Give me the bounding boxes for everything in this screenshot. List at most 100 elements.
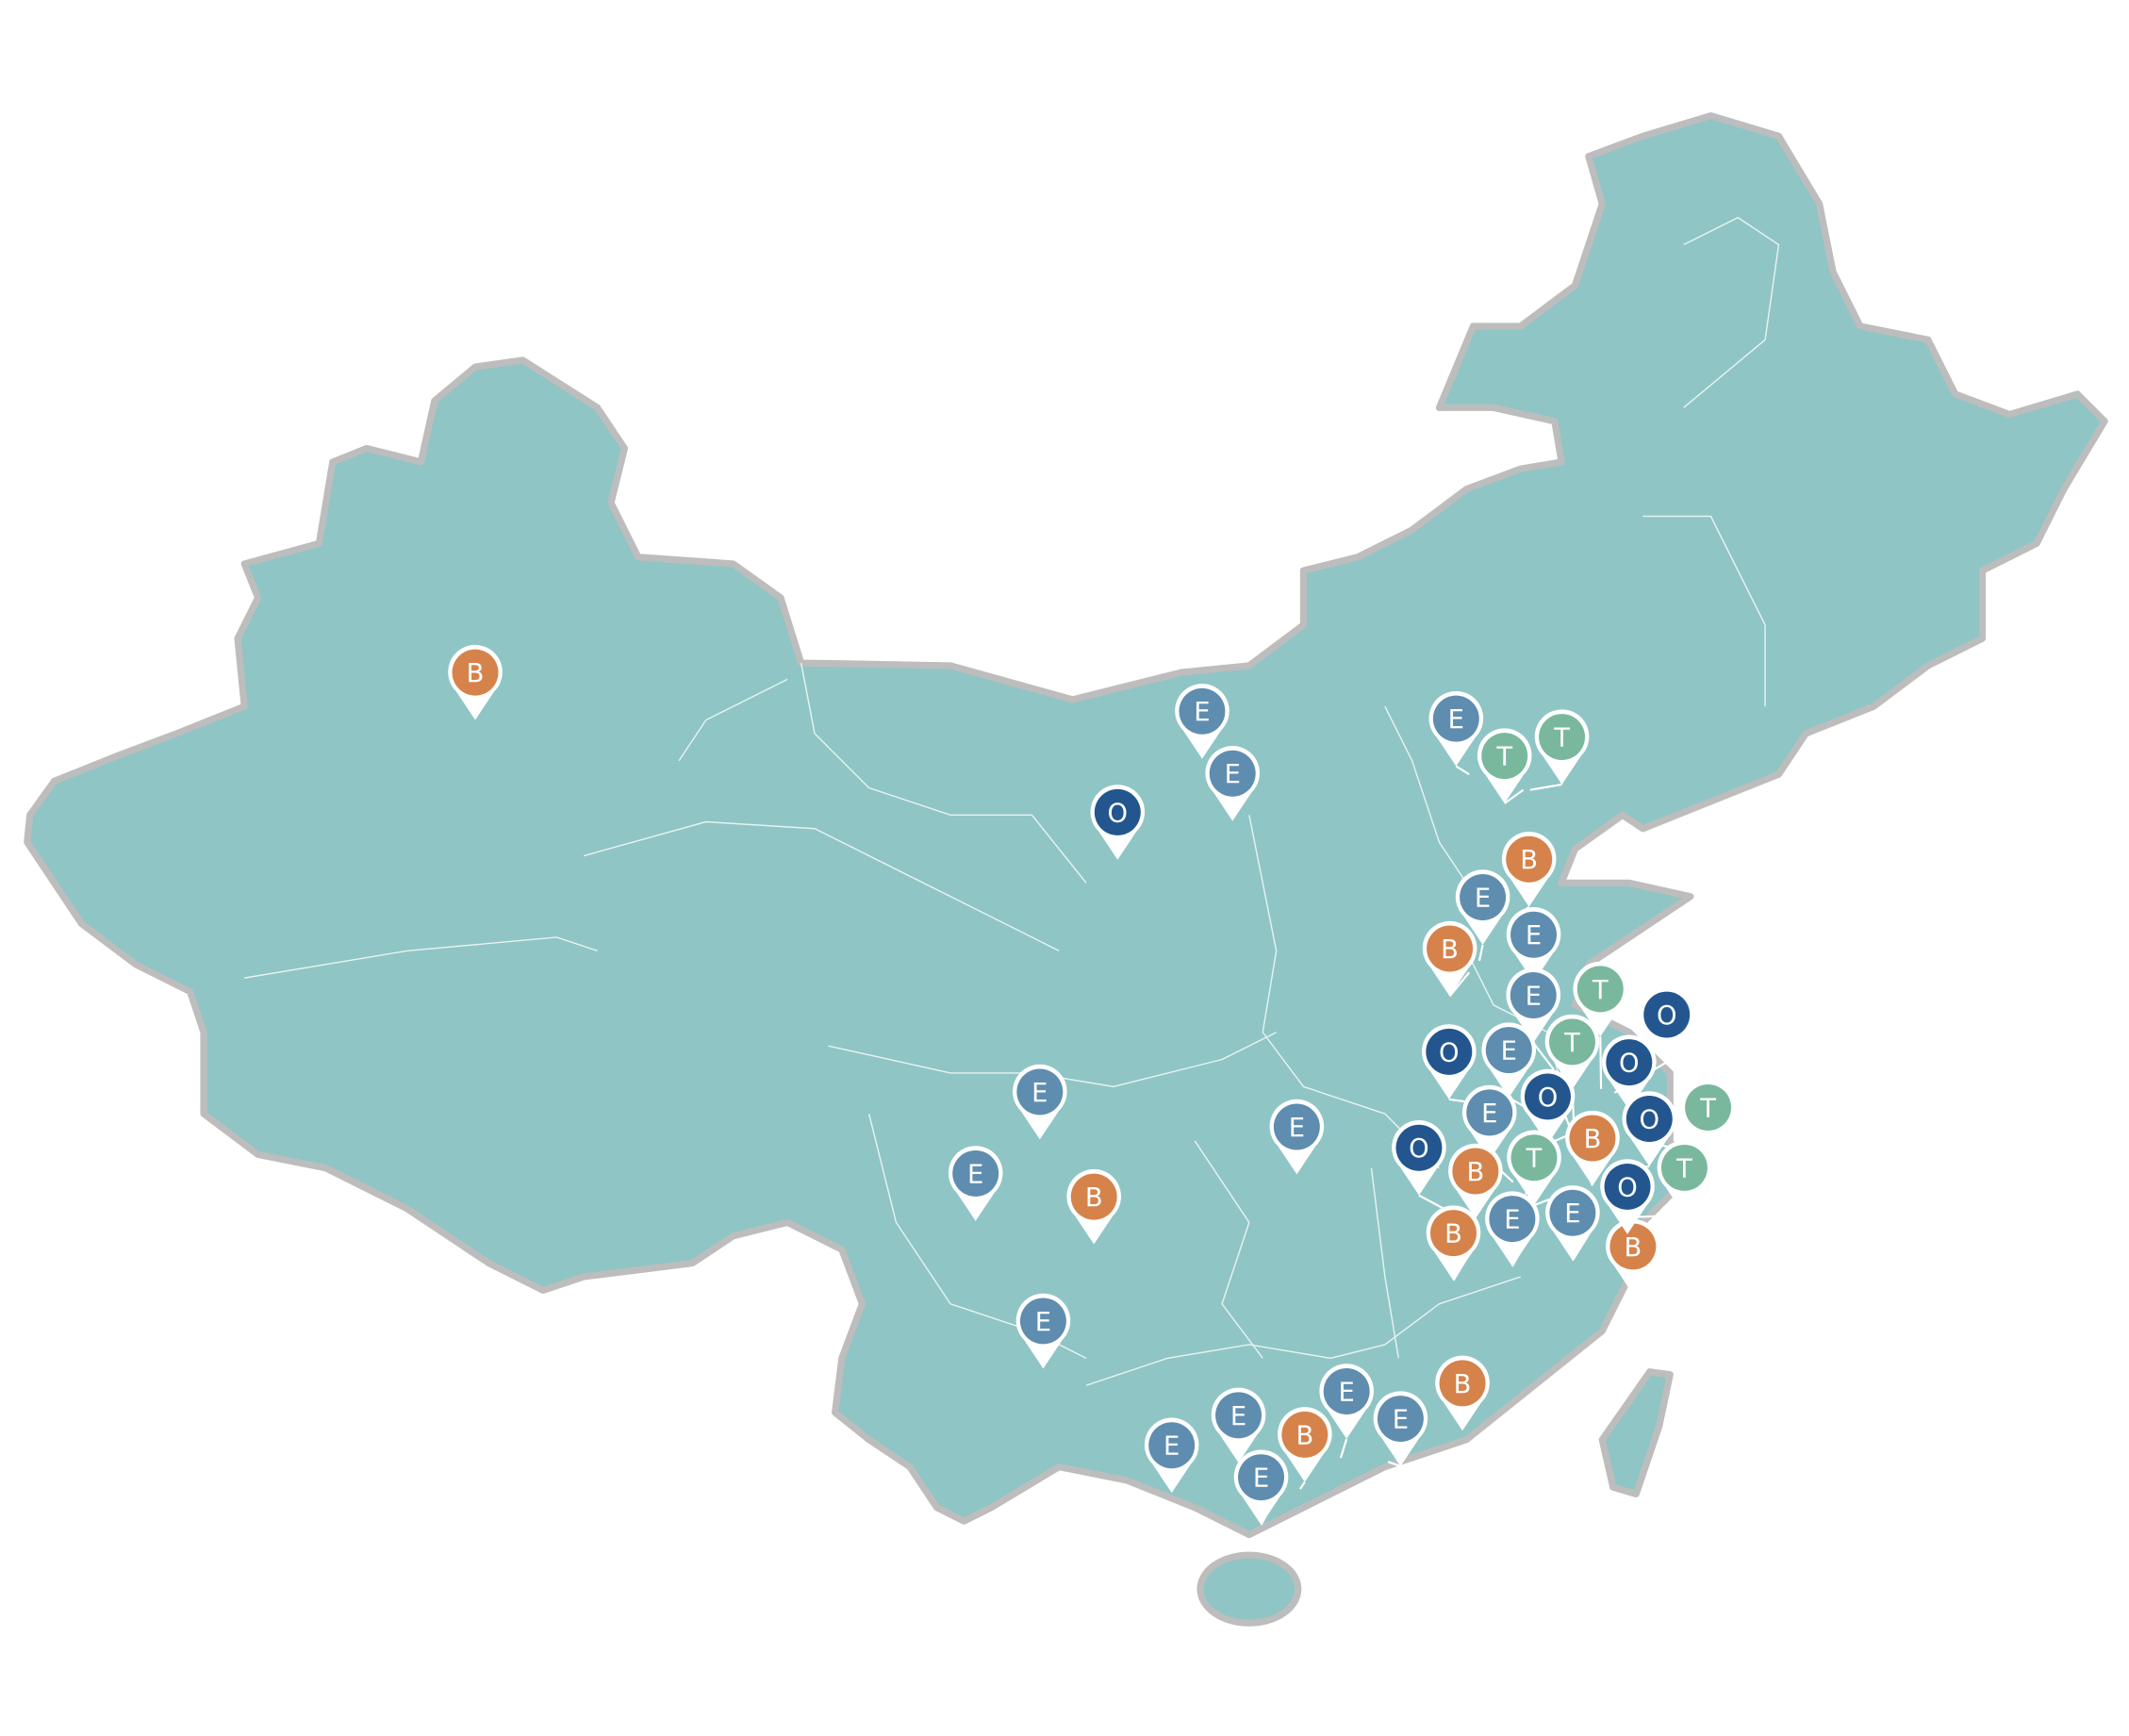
marker-label: B [467, 659, 485, 688]
marker-label: E [1526, 982, 1542, 1011]
map-marker-o[interactable]: O [1392, 1120, 1446, 1196]
map-marker-e[interactable]: E [1144, 1417, 1199, 1494]
map-marker-e[interactable]: E [1319, 1364, 1374, 1439]
map-marker-e[interactable]: E [1373, 1391, 1428, 1466]
marker-label: O [1619, 1050, 1640, 1079]
map-marker-e[interactable]: E [1485, 1191, 1540, 1267]
marker-badge [1209, 750, 1256, 797]
marker-label: E [1339, 1378, 1355, 1407]
land-layer [24, 112, 2108, 1627]
marker-badge [1323, 1368, 1370, 1414]
marker-badge [1569, 1115, 1616, 1162]
map-marker-o[interactable]: O [1600, 1159, 1655, 1234]
map-marker-o[interactable]: O [1639, 986, 1694, 1063]
marker-label: T [1563, 1029, 1580, 1058]
map-marker-e[interactable]: E [1461, 1084, 1517, 1161]
map-marker-t[interactable]: T [1507, 1130, 1561, 1206]
map-marker-e[interactable]: E [1455, 869, 1510, 945]
marker-label: E [1448, 705, 1464, 735]
map-marker-e[interactable]: E [1269, 1099, 1325, 1175]
marker-label: E [967, 1160, 983, 1189]
map-marker-o[interactable]: O [1601, 1034, 1657, 1111]
map-marker-b[interactable]: B [1565, 1110, 1620, 1186]
map-marker-e[interactable]: E [948, 1146, 1003, 1221]
map-marker-e[interactable]: E [1506, 967, 1561, 1043]
marker-badge [1019, 1298, 1066, 1345]
marker-label: B [1296, 1421, 1313, 1450]
marker-label: T [1526, 1145, 1543, 1174]
map-marker-t[interactable]: T [1534, 709, 1590, 785]
map-marker-t[interactable]: T [1477, 728, 1532, 804]
map-marker-t[interactable]: T [1544, 1014, 1600, 1090]
taiwan-region[interactable] [1598, 1368, 1674, 1497]
map-marker-e[interactable]: E [1481, 1022, 1537, 1098]
marker-label: E [1035, 1308, 1051, 1337]
marker-badge [1377, 1396, 1424, 1443]
marker-badge [1452, 1148, 1499, 1195]
map-marker-b[interactable]: B [1435, 1355, 1490, 1431]
marker-badge [1148, 1422, 1196, 1469]
marker-badge [1489, 1196, 1536, 1243]
marker-label: E [1393, 1405, 1409, 1434]
marker-label: O [1409, 1134, 1429, 1164]
map-marker-e[interactable]: E [1013, 1064, 1067, 1140]
map-marker-b[interactable]: B [1066, 1168, 1122, 1245]
marker-label: E [1564, 1199, 1580, 1229]
marker-label: O [1439, 1038, 1460, 1067]
marker-leader-line [1339, 1438, 1348, 1459]
marker-badge [1466, 1089, 1513, 1136]
map-marker-o[interactable]: O [1090, 785, 1146, 860]
mainland-region[interactable] [24, 112, 2108, 1539]
map-marker-b[interactable]: B [1426, 1205, 1481, 1281]
marker-badge [1524, 1073, 1571, 1120]
marker-leader-line [1455, 765, 1470, 776]
marker-label: E [1225, 760, 1241, 789]
marker-badge [1506, 835, 1553, 883]
marker-badge [1549, 1189, 1596, 1236]
marker-badge [1510, 1134, 1558, 1182]
marker-label: O [1639, 1105, 1659, 1134]
map-marker-e[interactable]: E [1175, 684, 1230, 759]
map-marker-e[interactable]: E [1015, 1293, 1071, 1369]
hainan-region[interactable] [1197, 1551, 1302, 1627]
marker-leader-line [1504, 788, 1525, 804]
map-marker-b[interactable]: B [1422, 920, 1477, 997]
map-marker-e[interactable]: E [1211, 1387, 1266, 1463]
marker-badge [452, 649, 499, 696]
map-marker-e[interactable]: E [1233, 1449, 1289, 1526]
marker-label: E [1194, 698, 1210, 727]
map-marker-o[interactable]: O [1422, 1024, 1477, 1099]
marker-label: B [1584, 1125, 1602, 1154]
map-marker-b[interactable]: B [1448, 1143, 1503, 1219]
marker-badge [1510, 911, 1558, 958]
map-marker-e[interactable]: E [1205, 746, 1261, 821]
marker-label: E [1230, 1402, 1246, 1431]
marker-badge [1606, 1039, 1653, 1086]
marker-leader-line [1532, 1042, 1555, 1070]
province-boundaries [244, 216, 1780, 1386]
map-marker-t[interactable]: T [1573, 961, 1628, 1037]
marker-label: B [1441, 935, 1459, 965]
marker-leader-line [1448, 971, 1471, 998]
marker-label: O [1657, 1001, 1677, 1031]
map-marker-b[interactable]: B [1606, 1218, 1660, 1295]
marker-label: T [1592, 976, 1609, 1005]
map-marker-t[interactable]: T [1680, 1080, 1736, 1155]
marker-label: E [1164, 1432, 1180, 1462]
marker-label: T [1675, 1154, 1692, 1183]
marker-badge [1604, 1163, 1651, 1210]
marker-label: O [1108, 799, 1129, 828]
map-marker-e[interactable]: E [1506, 907, 1561, 983]
map-marker-e[interactable]: E [1428, 690, 1484, 767]
map-marker-o[interactable]: O [1622, 1091, 1677, 1166]
marker-badge [1215, 1392, 1263, 1439]
map-marker-o[interactable]: O [1520, 1068, 1576, 1145]
map-marker-t[interactable]: T [1657, 1140, 1712, 1215]
marker-badge [1485, 1027, 1532, 1074]
map-marker-b[interactable]: B [448, 644, 503, 720]
map-marker-b[interactable]: B [1501, 832, 1557, 907]
map-marker-e[interactable]: E [1545, 1185, 1600, 1261]
map-marker-b[interactable]: B [1278, 1407, 1332, 1482]
